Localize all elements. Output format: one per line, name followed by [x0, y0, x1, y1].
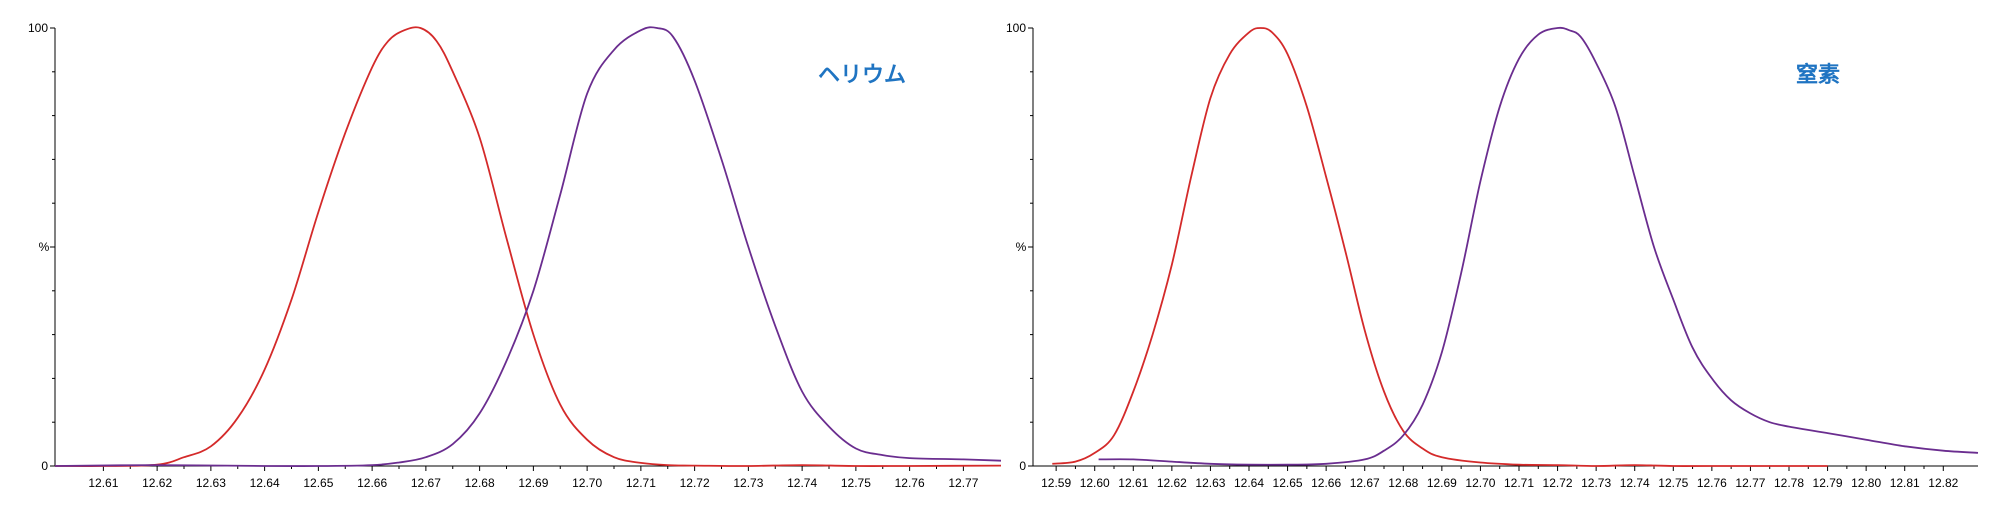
- x-tick-label: 12.67: [411, 476, 441, 490]
- x-tick-label: 12.60: [1080, 476, 1110, 490]
- red-peak-series-line: [54, 26, 1002, 467]
- purple-peak-series-line: [54, 26, 1002, 467]
- x-tick-label: 12.74: [787, 476, 817, 490]
- x-tick-label: 12.67: [1350, 476, 1380, 490]
- x-tick-label: 12.82: [1928, 476, 1958, 490]
- x-tick-label: 12.59: [1041, 476, 1071, 490]
- x-tick-label: 12.72: [1543, 476, 1573, 490]
- x-tick-label: 12.68: [465, 476, 495, 490]
- x-tick-label: 12.66: [357, 476, 387, 490]
- y-tick-label: 0: [41, 459, 48, 473]
- x-tick-label: 12.71: [1504, 476, 1534, 490]
- x-tick-label: 12.75: [841, 476, 871, 490]
- x-tick-label: 12.71: [626, 476, 656, 490]
- x-tick-label: 12.75: [1658, 476, 1688, 490]
- x-tick-label: 12.78: [1774, 476, 1804, 490]
- x-tick-label: 12.77: [948, 476, 978, 490]
- x-tick-label: 12.74: [1620, 476, 1650, 490]
- x-tick-label: 12.63: [1195, 476, 1225, 490]
- x-tick-label: 12.80: [1851, 476, 1881, 490]
- purple-peak-series-line: [1098, 26, 1979, 466]
- y-tick-label: 100: [1006, 21, 1026, 35]
- x-tick-label: 12.70: [572, 476, 602, 490]
- x-tick-label: 12.69: [1427, 476, 1457, 490]
- y-axis-label: %: [1016, 240, 1027, 254]
- x-tick-label: 12.72: [680, 476, 710, 490]
- x-tick-label: 12.65: [1273, 476, 1303, 490]
- gas-annotation-label: ヘリウム: [818, 62, 906, 87]
- x-tick-label: 12.79: [1813, 476, 1843, 490]
- x-tick-label: 12.62: [1157, 476, 1187, 490]
- x-tick-label: 12.77: [1735, 476, 1765, 490]
- x-tick-label: 12.62: [142, 476, 172, 490]
- gas-annotation-label: 窒素: [1796, 62, 1840, 87]
- y-tick-label: 0: [1019, 459, 1026, 473]
- left-chart-panel: 0 100% 12.61 12.62 12.63 12.64 12.65 12.66 12.67…: [28, 21, 1002, 490]
- x-tick-label: 12.63: [196, 476, 226, 490]
- y-axis-label: %: [39, 240, 50, 254]
- x-tick-label: 12.66: [1311, 476, 1341, 490]
- x-tick-label: 12.76: [895, 476, 925, 490]
- x-tick-label: 12.65: [303, 476, 333, 490]
- x-tick-label: 12.61: [1118, 476, 1148, 490]
- x-tick-label: 12.64: [1234, 476, 1264, 490]
- y-tick-label: 100: [28, 21, 48, 35]
- x-tick-label: 12.81: [1890, 476, 1920, 490]
- x-tick-label: 12.76: [1697, 476, 1727, 490]
- right-chart-panel: 0 100% 12.59 12.60 12.61 12.62 12.63 12.64 12.65…: [1006, 21, 1979, 490]
- x-tick-label: 12.64: [250, 476, 280, 490]
- x-tick-label: 12.61: [88, 476, 118, 490]
- red-peak-series-line: [1052, 27, 1828, 467]
- x-tick-label: 12.69: [518, 476, 548, 490]
- x-tick-label: 12.68: [1388, 476, 1418, 490]
- x-tick-label: 12.70: [1465, 476, 1495, 490]
- x-tick-label: 12.73: [733, 476, 763, 490]
- x-tick-label: 12.73: [1581, 476, 1611, 490]
